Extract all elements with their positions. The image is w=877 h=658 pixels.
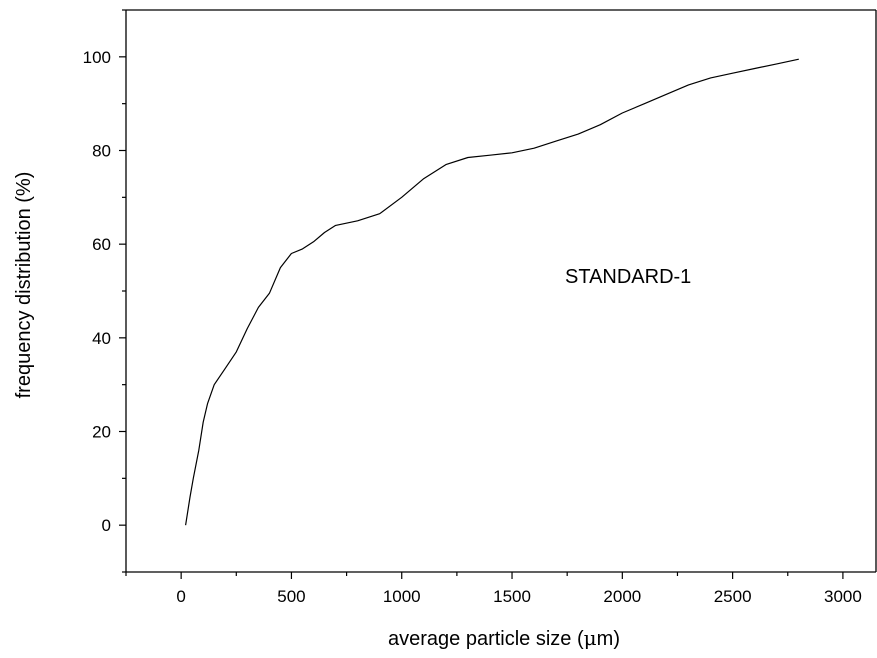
y-tick-label: 40 <box>92 329 111 348</box>
x-tick-label: 500 <box>277 587 305 606</box>
y-tick-label: 80 <box>92 142 111 161</box>
x-axis-title-suffix: m) <box>597 628 620 650</box>
y-tick-label: 100 <box>83 48 111 67</box>
plot-frame <box>126 10 876 572</box>
x-tick-label: 2500 <box>714 587 752 606</box>
x-tick-label: 3000 <box>824 587 862 606</box>
x-tick-label: 1000 <box>383 587 421 606</box>
x-tick-label: 2000 <box>603 587 641 606</box>
x-tick-label: 0 <box>176 587 185 606</box>
y-axis: 0 20 40 60 80 100 <box>83 10 126 572</box>
y-axis-title: frequency distribution (%) <box>13 172 35 399</box>
x-axis-title: average particle size (μm) <box>388 626 620 650</box>
series-line <box>186 59 799 525</box>
x-axis-title-unit: μ <box>584 626 597 650</box>
series-layer <box>186 59 799 525</box>
x-axis: 0 500 1000 1500 2000 2500 3000 <box>126 572 862 606</box>
y-tick-label: 20 <box>92 423 111 442</box>
x-tick-label: 1500 <box>493 587 531 606</box>
y-tick-label: 60 <box>92 235 111 254</box>
y-tick-label: 0 <box>102 516 111 535</box>
x-axis-title-text: average particle size ( <box>388 628 584 650</box>
chart-annotation: STANDARD-1 <box>565 266 691 288</box>
